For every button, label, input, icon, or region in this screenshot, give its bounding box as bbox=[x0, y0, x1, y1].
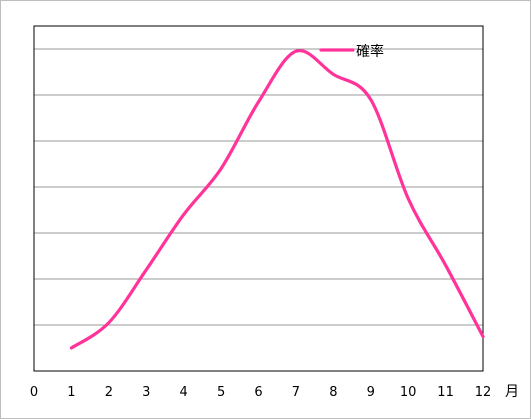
x-tick-label: 1 bbox=[67, 385, 75, 400]
x-tick-label: 7 bbox=[292, 385, 300, 400]
series-line-probability bbox=[69, 49, 485, 350]
x-tick-label: 3 bbox=[142, 385, 150, 400]
x-tick-label: 2 bbox=[105, 385, 113, 400]
x-axis-unit-label: 月 bbox=[505, 384, 519, 400]
x-tick-label: 10 bbox=[400, 385, 417, 400]
x-tick-label: 6 bbox=[254, 385, 262, 400]
x-tick-label: 5 bbox=[217, 385, 225, 400]
x-tick-label: 4 bbox=[180, 385, 188, 400]
legend: 確率 bbox=[319, 43, 384, 60]
x-axis-tick-labels: 0 1 2 3 4 5 6 7 8 9 10 11 12 bbox=[30, 385, 491, 400]
gridlines bbox=[34, 48, 483, 326]
x-tick-label: 9 bbox=[367, 385, 375, 400]
plot-area-border bbox=[33, 25, 484, 372]
x-tick-label: 12 bbox=[475, 385, 492, 400]
x-tick-label: 8 bbox=[329, 385, 337, 400]
legend-label-probability: 確率 bbox=[356, 43, 384, 60]
x-tick-label: 0 bbox=[30, 385, 38, 400]
x-tick-label: 11 bbox=[437, 385, 454, 400]
